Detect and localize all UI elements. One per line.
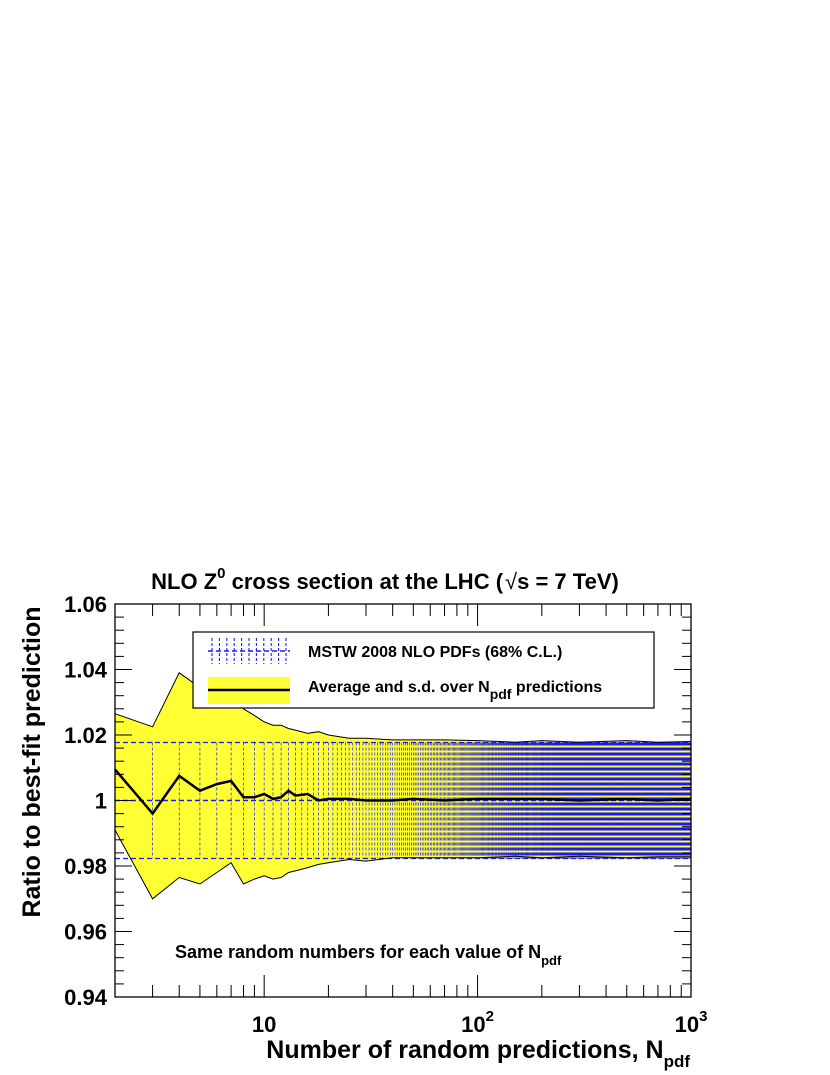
- y-tick-label: 1.06: [64, 592, 107, 617]
- x-tick-label: 10: [252, 1012, 276, 1037]
- sd-band: [115, 672, 691, 899]
- x-axis-title: Number of random predictions, Npdf: [266, 1036, 690, 1071]
- x-tick-label: 103: [675, 1008, 708, 1037]
- y-tick-label: 0.94: [64, 985, 108, 1010]
- plot-area: [114, 672, 692, 900]
- axes: 0.94 0.96 0.98 1 1.02 1.04 1.06 10 102 103: [64, 592, 707, 1037]
- mean-line: [114, 768, 692, 816]
- y-tick-label: 1.02: [64, 723, 107, 748]
- chart-title: NLO Z0 cross section at the LHC (√s = 7 …: [151, 565, 619, 594]
- x-tick-label: 102: [461, 1008, 494, 1037]
- y-tick-label: 1: [95, 789, 107, 814]
- legend: MSTW 2008 NLO PDFs (68% C.L.) Average an…: [192, 631, 655, 709]
- legend-entry-mstw: MSTW 2008 NLO PDFs (68% C.L.): [308, 644, 562, 661]
- legend-symbol-mstw: [208, 638, 290, 664]
- y-tick-label: 0.98: [64, 854, 107, 879]
- y-tick-label: 0.96: [64, 920, 107, 945]
- legend-entry-average: Average and s.d. over Npdf predictions: [308, 679, 602, 702]
- sd-band-lower-edge: [114, 829, 691, 900]
- y-axis-title: Ratio to best-fit prediction: [18, 606, 46, 917]
- y-tick-label: 1.04: [64, 658, 108, 683]
- annotation-same-random: Same random numbers for each value of Np…: [175, 942, 562, 968]
